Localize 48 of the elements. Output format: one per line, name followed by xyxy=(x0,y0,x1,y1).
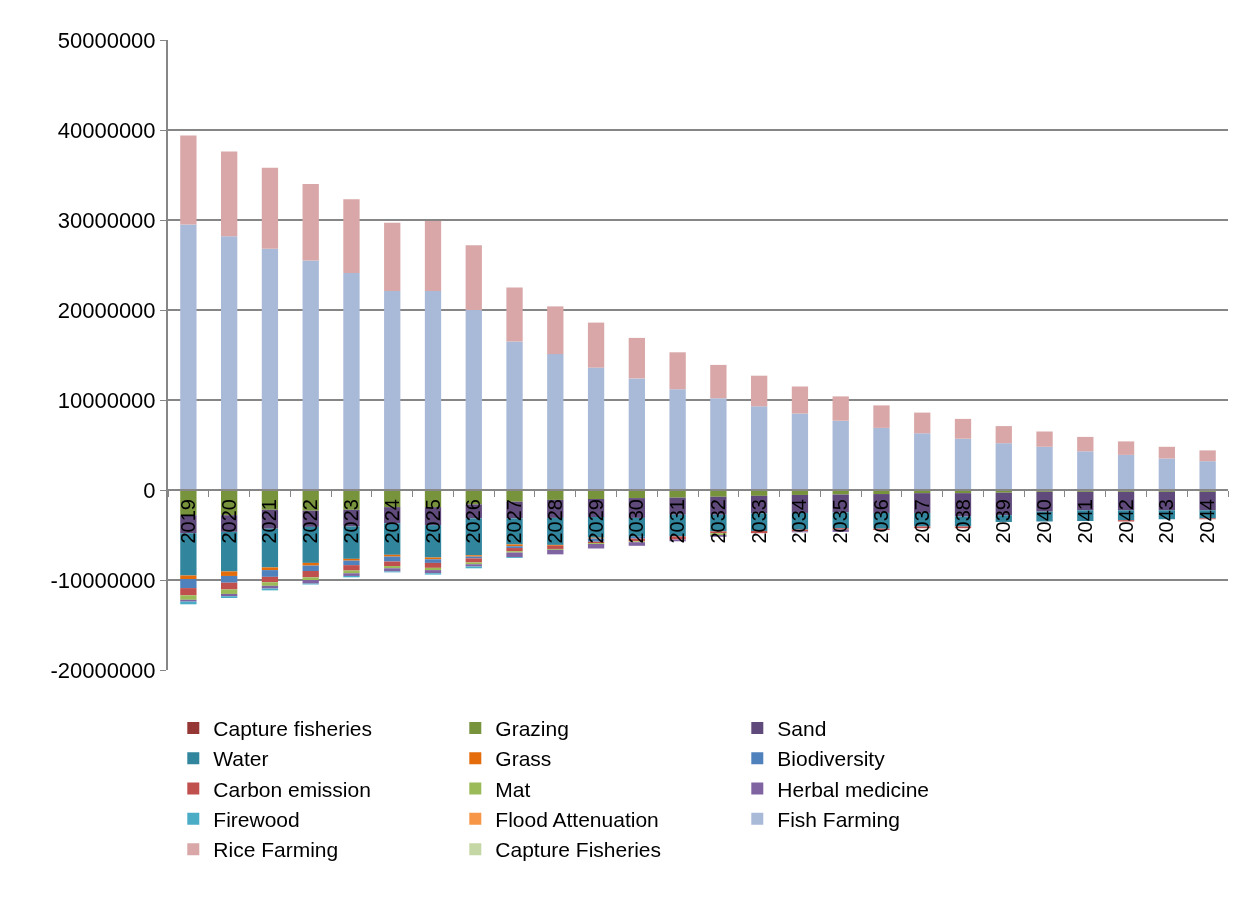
x-tick-label: 2041 xyxy=(1073,499,1096,544)
x-tick-label: 2037 xyxy=(910,499,933,544)
x-tick-label: 2023 xyxy=(339,499,362,544)
x-tick-label: 2031 xyxy=(666,499,689,544)
y-tick-label: 30000000 xyxy=(57,207,156,233)
legend-label: Sand xyxy=(777,717,827,741)
x-tick-label: 2026 xyxy=(462,499,485,544)
x-tick-label: 2020 xyxy=(217,499,240,544)
y-tick-label: 20000000 xyxy=(57,297,156,323)
legend-label: Capture Fisheries xyxy=(495,838,662,862)
x-tick-label: 2021 xyxy=(258,499,281,544)
x-tick-label: 2040 xyxy=(1033,499,1056,544)
legend-label: Grazing xyxy=(495,717,569,741)
legend-label: Capture fisheries xyxy=(213,717,373,741)
x-tick-label: 2022 xyxy=(299,499,322,544)
x-tick-label: 2043 xyxy=(1155,499,1178,544)
x-tick-label: 2036 xyxy=(869,499,892,544)
x-tick-label: 2044 xyxy=(1196,499,1219,544)
legend-label: Mat xyxy=(495,777,531,801)
x-tick-label: 2039 xyxy=(992,499,1015,544)
x-tick-label: 2024 xyxy=(380,499,403,544)
y-tick-label: 0 xyxy=(143,477,156,503)
x-tick-label: 2042 xyxy=(1114,499,1137,544)
x-tick-label: 2038 xyxy=(951,499,974,544)
x-tick-label: 2035 xyxy=(829,499,852,544)
legend-label: Grass xyxy=(495,747,552,771)
x-tick-label: 2019 xyxy=(176,499,199,544)
legend-label: Fish Farming xyxy=(777,808,900,832)
y-tick-label: 40000000 xyxy=(57,117,156,143)
y-tick-label: 50000000 xyxy=(57,27,156,53)
x-tick-label: 2032 xyxy=(706,499,729,544)
legend-label: Water xyxy=(213,747,269,771)
x-tick-label: 2034 xyxy=(788,499,811,544)
x-tick-label: 2027 xyxy=(503,499,526,544)
x-tick-label: 2033 xyxy=(747,499,770,544)
legend-label: Flood Attenuation xyxy=(495,808,659,832)
legend-label: Biodiversity xyxy=(777,747,886,771)
x-tick-label: 2030 xyxy=(625,499,648,544)
legend-label: Firewood xyxy=(213,808,300,832)
legend-label: Herbal medicine xyxy=(777,777,930,801)
legend-label: Rice Farming xyxy=(213,838,339,862)
y-tick-label: -10000000 xyxy=(50,567,156,593)
x-tick-label: 2029 xyxy=(584,499,607,544)
x-tick-label: 2028 xyxy=(543,499,566,544)
y-tick-label: 10000000 xyxy=(57,387,156,413)
legend-label: Carbon emission xyxy=(213,777,371,801)
x-tick-label: 2025 xyxy=(421,499,444,544)
y-tick-label: -20000000 xyxy=(50,657,156,683)
